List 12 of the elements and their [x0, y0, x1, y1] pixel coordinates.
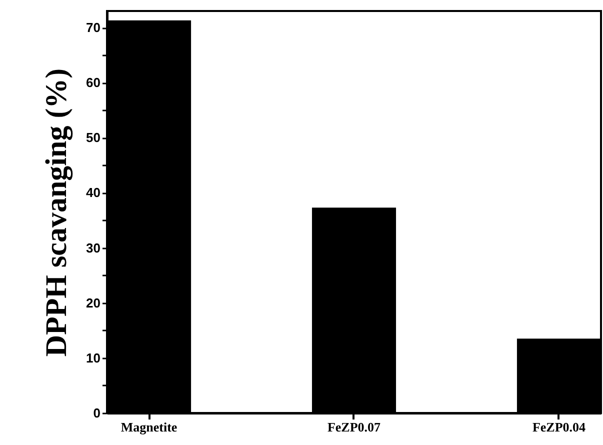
y-tick-label: 10: [86, 350, 100, 366]
y-tick-label: 60: [86, 75, 100, 90]
y-tick-label: 30: [86, 240, 100, 256]
y-tick-label: 50: [86, 130, 100, 146]
y-tick-label: 40: [86, 185, 100, 200]
y-tick-label: 70: [86, 20, 100, 36]
x-tick-label: FeZP0.07: [327, 420, 382, 434]
y-tick-label: 20: [86, 295, 100, 310]
x-tick-label: FeZP0.04: [532, 420, 586, 434]
y-axis-title: DPPH scavanging (%): [40, 68, 74, 357]
y-tick-label: 0: [93, 406, 100, 420]
x-tick-label: Magnetite: [120, 420, 178, 434]
